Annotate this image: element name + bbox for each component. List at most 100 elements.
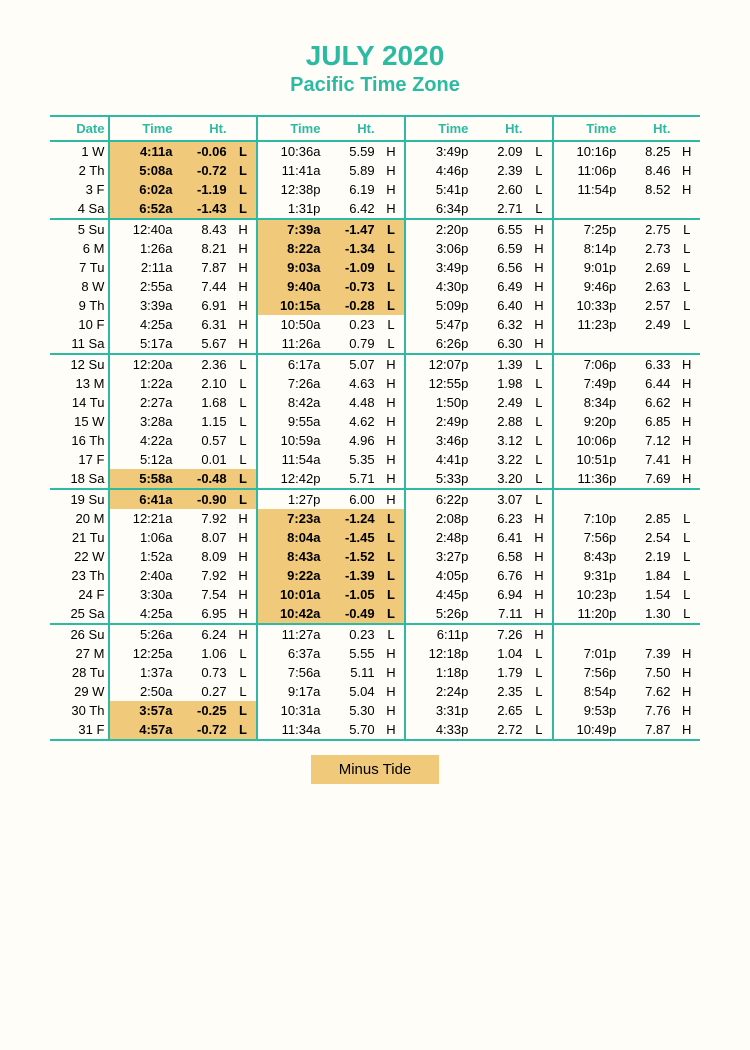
time-cell: 4:45p xyxy=(405,585,471,604)
time-cell: 11:06p xyxy=(553,161,619,180)
time-cell: 6:41a xyxy=(109,489,175,509)
hl-cell: H xyxy=(378,489,406,509)
time-cell: 5:17a xyxy=(109,334,175,354)
header-time-1: Time xyxy=(109,116,175,141)
time-cell: 12:20a xyxy=(109,354,175,374)
hl-cell: L xyxy=(526,199,554,219)
hl-cell: H xyxy=(526,624,554,644)
height-cell: 5.55 xyxy=(323,644,377,663)
height-cell: 2.39 xyxy=(471,161,525,180)
hl-cell: H xyxy=(673,180,700,199)
tide-table: Date Time Ht. Time Ht. Time Ht. Time Ht.… xyxy=(50,115,700,741)
hl-cell: H xyxy=(230,239,258,258)
date-cell: 3 F xyxy=(50,180,109,199)
hl-cell: L xyxy=(230,663,258,682)
hl-cell: H xyxy=(526,585,554,604)
time-cell: 2:55a xyxy=(109,277,175,296)
height-cell: 6.40 xyxy=(471,296,525,315)
height-cell: 4.62 xyxy=(323,412,377,431)
hl-cell: L xyxy=(526,682,554,701)
time-cell: 6:02a xyxy=(109,180,175,199)
time-cell: 7:01p xyxy=(553,644,619,663)
time-cell: 7:10p xyxy=(553,509,619,528)
hl-cell: H xyxy=(378,141,406,161)
hl-cell: L xyxy=(526,374,554,393)
date-cell: 5 Su xyxy=(50,219,109,239)
hl-cell: H xyxy=(673,644,700,663)
date-cell: 19 Su xyxy=(50,489,109,509)
height-cell: 2.09 xyxy=(471,141,525,161)
height-cell: -0.72 xyxy=(175,161,229,180)
time-cell: 6:22p xyxy=(405,489,471,509)
table-row: 26 Su5:26a6.24H11:27a0.23L6:11p7.26H xyxy=(50,624,700,644)
hl-cell: H xyxy=(526,258,554,277)
hl-cell: L xyxy=(673,219,700,239)
date-cell: 1 W xyxy=(50,141,109,161)
time-cell: 11:54a xyxy=(257,450,323,469)
height-cell: 6.58 xyxy=(471,547,525,566)
table-row: 5 Su12:40a8.43H7:39a-1.47L2:20p6.55H7:25… xyxy=(50,219,700,239)
height-cell: 4.48 xyxy=(323,393,377,412)
time-cell: 2:24p xyxy=(405,682,471,701)
time-cell: 7:25p xyxy=(553,219,619,239)
time-cell: 8:14p xyxy=(553,239,619,258)
height-cell: 2.85 xyxy=(619,509,673,528)
legend-label: Minus Tide xyxy=(311,755,440,784)
hl-cell: H xyxy=(378,682,406,701)
date-cell: 28 Tu xyxy=(50,663,109,682)
hl-cell: L xyxy=(230,469,258,489)
time-cell: 12:42p xyxy=(257,469,323,489)
hl-cell: L xyxy=(230,450,258,469)
time-cell: 10:23p xyxy=(553,585,619,604)
height-cell: -0.72 xyxy=(175,720,229,740)
hl-cell: H xyxy=(378,431,406,450)
time-cell: 12:55p xyxy=(405,374,471,393)
height-cell: 0.23 xyxy=(323,315,377,334)
time-cell: 6:37a xyxy=(257,644,323,663)
hl-cell: H xyxy=(526,566,554,585)
hl-cell: L xyxy=(230,354,258,374)
time-cell: 9:03a xyxy=(257,258,323,277)
time-cell: 3:57a xyxy=(109,701,175,720)
height-cell: 1.04 xyxy=(471,644,525,663)
hl-cell xyxy=(673,624,700,644)
time-cell: 8:43p xyxy=(553,547,619,566)
date-cell: 27 M xyxy=(50,644,109,663)
table-row: 3 F6:02a-1.19L12:38p6.19H5:41p2.60L11:54… xyxy=(50,180,700,199)
time-cell: 12:40a xyxy=(109,219,175,239)
hl-cell: L xyxy=(230,374,258,393)
height-cell: 8.07 xyxy=(175,528,229,547)
time-cell: 1:26a xyxy=(109,239,175,258)
date-cell: 29 W xyxy=(50,682,109,701)
hl-cell: H xyxy=(378,450,406,469)
hl-cell: H xyxy=(673,469,700,489)
hl-cell: H xyxy=(378,354,406,374)
hl-cell: L xyxy=(673,585,700,604)
table-row: 16 Th4:22a0.57L10:59a4.96H3:46p3.12L10:0… xyxy=(50,431,700,450)
header-ht-2: Ht. xyxy=(323,116,377,141)
height-cell: 6.94 xyxy=(471,585,525,604)
time-cell: 4:33p xyxy=(405,720,471,740)
height-cell: 6.42 xyxy=(323,199,377,219)
time-cell: 10:36a xyxy=(257,141,323,161)
time-cell: 11:27a xyxy=(257,624,323,644)
time-cell: 6:17a xyxy=(257,354,323,374)
hl-cell: L xyxy=(378,624,406,644)
height-cell: 5.59 xyxy=(323,141,377,161)
hl-cell: H xyxy=(673,393,700,412)
time-cell: 2:50a xyxy=(109,682,175,701)
hl-cell: H xyxy=(526,604,554,624)
date-cell: 26 Su xyxy=(50,624,109,644)
height-cell: 3.07 xyxy=(471,489,525,509)
height-cell: 6.56 xyxy=(471,258,525,277)
time-cell: 5:47p xyxy=(405,315,471,334)
height-cell: 1.79 xyxy=(471,663,525,682)
time-cell: 7:56p xyxy=(553,663,619,682)
hl-cell: L xyxy=(230,393,258,412)
hl-cell: H xyxy=(526,296,554,315)
date-cell: 30 Th xyxy=(50,701,109,720)
hl-cell: L xyxy=(378,315,406,334)
hl-cell: L xyxy=(230,141,258,161)
table-row: 9 Th3:39a6.91H10:15a-0.28L5:09p6.40H10:3… xyxy=(50,296,700,315)
height-cell: 6.44 xyxy=(619,374,673,393)
